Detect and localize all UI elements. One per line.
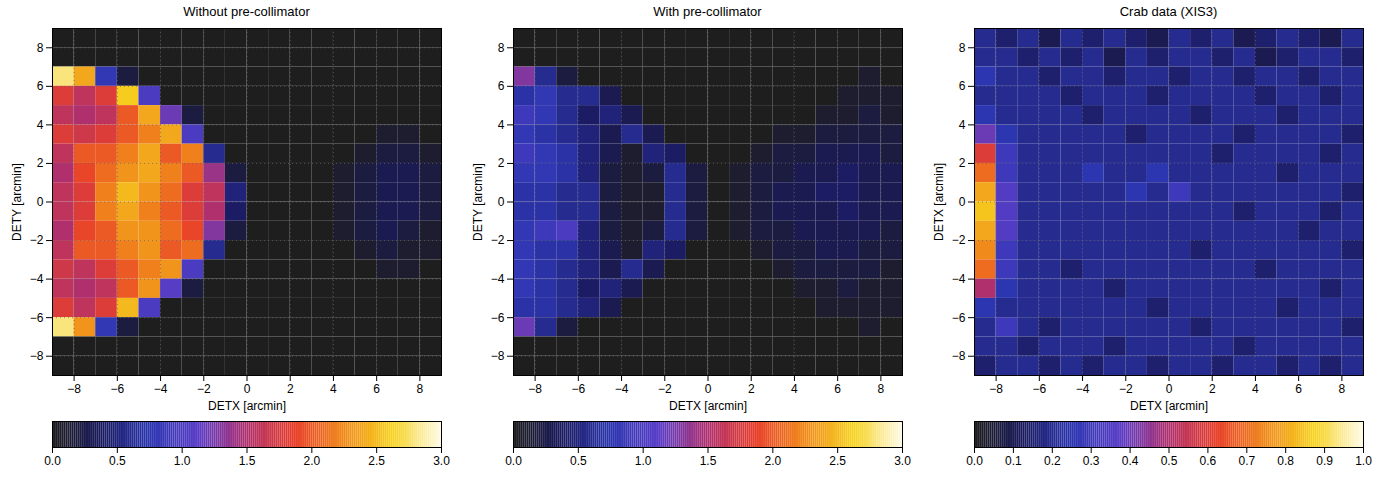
svg-text:8: 8 bbox=[1339, 382, 1346, 396]
svg-text:8: 8 bbox=[498, 41, 505, 55]
svg-text:0.5: 0.5 bbox=[1161, 454, 1178, 468]
svg-text:1.5: 1.5 bbox=[239, 454, 256, 468]
svg-text:8: 8 bbox=[417, 382, 424, 396]
svg-text:0: 0 bbox=[1166, 382, 1173, 396]
svg-text:0.0: 0.0 bbox=[966, 454, 983, 468]
svg-text:0.0: 0.0 bbox=[505, 454, 522, 468]
svg-text:−8: −8 bbox=[528, 382, 542, 396]
svg-text:0.5: 0.5 bbox=[109, 454, 126, 468]
svg-text:−2: −2 bbox=[658, 382, 672, 396]
svg-text:6: 6 bbox=[834, 382, 841, 396]
svg-text:6: 6 bbox=[498, 79, 505, 93]
svg-text:2: 2 bbox=[748, 382, 755, 396]
svg-text:DETX [arcmin]: DETX [arcmin] bbox=[669, 399, 747, 413]
svg-text:−8: −8 bbox=[989, 382, 1003, 396]
svg-text:−2: −2 bbox=[1119, 382, 1133, 396]
svg-text:6: 6 bbox=[37, 79, 44, 93]
svg-text:0.9: 0.9 bbox=[1316, 454, 1333, 468]
svg-text:0.5: 0.5 bbox=[570, 454, 587, 468]
svg-text:2.5: 2.5 bbox=[829, 454, 846, 468]
svg-text:3.0: 3.0 bbox=[433, 454, 450, 468]
svg-text:3.0: 3.0 bbox=[894, 454, 911, 468]
svg-text:DETX [arcmin]: DETX [arcmin] bbox=[932, 163, 946, 241]
svg-text:0: 0 bbox=[37, 195, 44, 209]
svg-text:4: 4 bbox=[1252, 382, 1259, 396]
svg-text:−6: −6 bbox=[952, 311, 966, 325]
svg-text:6: 6 bbox=[959, 79, 966, 93]
html-text:Crab data (XIS3): Crab data (XIS3) bbox=[1119, 4, 1218, 19]
svg-text:−8: −8 bbox=[491, 349, 505, 363]
svg-text:0.1: 0.1 bbox=[1005, 454, 1022, 468]
svg-text:−6: −6 bbox=[110, 382, 124, 396]
svg-text:2.0: 2.0 bbox=[303, 454, 320, 468]
svg-text:1.5: 1.5 bbox=[700, 454, 717, 468]
svg-text:6: 6 bbox=[1295, 382, 1302, 396]
svg-text:1.0: 1.0 bbox=[1355, 454, 1372, 468]
svg-text:−2: −2 bbox=[952, 233, 966, 247]
svg-text:4: 4 bbox=[791, 382, 798, 396]
svg-text:8: 8 bbox=[37, 41, 44, 55]
svg-text:−2: −2 bbox=[197, 382, 211, 396]
svg-text:4: 4 bbox=[330, 382, 337, 396]
svg-text:−4: −4 bbox=[1076, 382, 1090, 396]
svg-text:4: 4 bbox=[959, 118, 966, 132]
svg-text:−4: −4 bbox=[30, 272, 44, 286]
html-text:Without pre-collimator: Without pre-collimator bbox=[183, 4, 310, 19]
svg-text:−4: −4 bbox=[952, 272, 966, 286]
svg-text:−4: −4 bbox=[615, 382, 629, 396]
svg-text:6: 6 bbox=[373, 382, 380, 396]
svg-text:1.0: 1.0 bbox=[635, 454, 652, 468]
svg-text:DETY [arcmin]: DETY [arcmin] bbox=[471, 163, 485, 241]
svg-text:2.0: 2.0 bbox=[764, 454, 781, 468]
svg-text:0.0: 0.0 bbox=[44, 454, 61, 468]
svg-text:0: 0 bbox=[705, 382, 712, 396]
svg-text:0.8: 0.8 bbox=[1277, 454, 1294, 468]
svg-text:0: 0 bbox=[498, 195, 505, 209]
svg-text:0.2: 0.2 bbox=[1044, 454, 1061, 468]
svg-text:−6: −6 bbox=[1032, 382, 1046, 396]
svg-text:8: 8 bbox=[959, 41, 966, 55]
svg-text:−8: −8 bbox=[67, 382, 81, 396]
svg-text:2: 2 bbox=[959, 156, 966, 170]
svg-text:DETX [arcmin]: DETX [arcmin] bbox=[208, 399, 286, 413]
svg-text:2: 2 bbox=[1209, 382, 1216, 396]
svg-text:−6: −6 bbox=[30, 311, 44, 325]
svg-text:0.3: 0.3 bbox=[1083, 454, 1100, 468]
svg-text:4: 4 bbox=[498, 118, 505, 132]
svg-text:−8: −8 bbox=[952, 349, 966, 363]
html-text:With pre-collimator: With pre-collimator bbox=[653, 4, 762, 19]
svg-text:2.5: 2.5 bbox=[368, 454, 385, 468]
svg-text:−4: −4 bbox=[491, 272, 505, 286]
svg-text:0.7: 0.7 bbox=[1238, 454, 1255, 468]
svg-text:4: 4 bbox=[37, 118, 44, 132]
svg-text:0: 0 bbox=[959, 195, 966, 209]
svg-text:0.6: 0.6 bbox=[1200, 454, 1217, 468]
svg-text:8: 8 bbox=[878, 382, 885, 396]
svg-text:1.0: 1.0 bbox=[174, 454, 191, 468]
svg-text:0: 0 bbox=[244, 382, 251, 396]
svg-text:−8: −8 bbox=[30, 349, 44, 363]
svg-text:2: 2 bbox=[287, 382, 294, 396]
svg-text:−6: −6 bbox=[491, 311, 505, 325]
svg-text:DETY [arcmin]: DETY [arcmin] bbox=[10, 163, 24, 241]
svg-text:−6: −6 bbox=[571, 382, 585, 396]
svg-text:−2: −2 bbox=[30, 233, 44, 247]
svg-text:2: 2 bbox=[498, 156, 505, 170]
svg-text:0.4: 0.4 bbox=[1122, 454, 1139, 468]
svg-text:−4: −4 bbox=[154, 382, 168, 396]
svg-text:−2: −2 bbox=[491, 233, 505, 247]
svg-text:DETX [arcmin]: DETX [arcmin] bbox=[1130, 399, 1208, 413]
svg-text:2: 2 bbox=[37, 156, 44, 170]
